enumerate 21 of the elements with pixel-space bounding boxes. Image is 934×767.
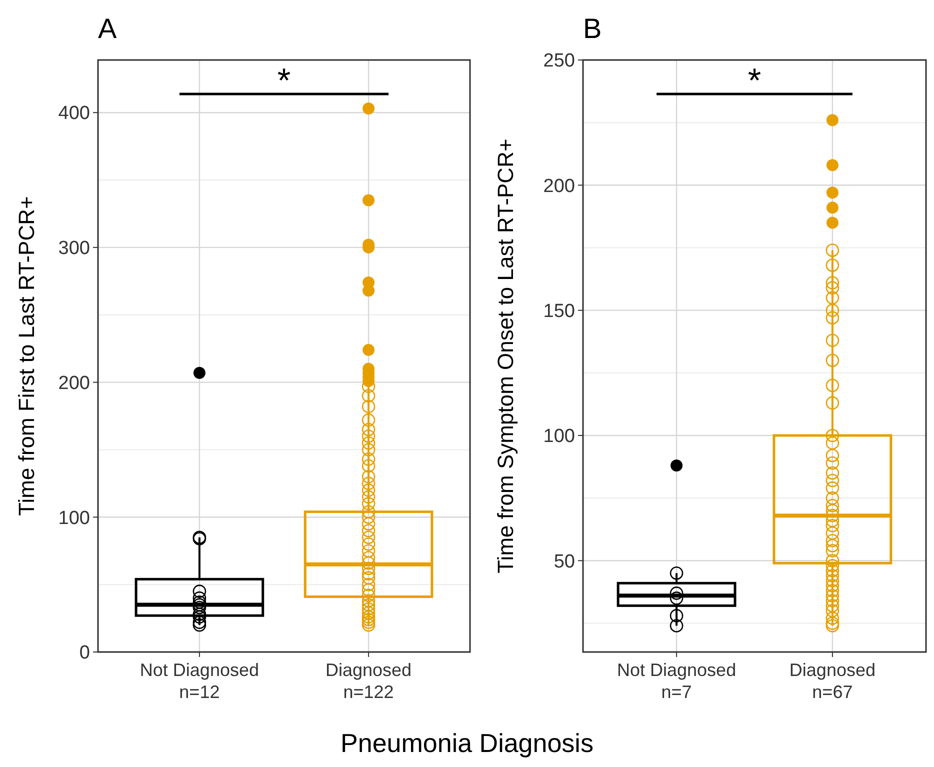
x-tick-label: Diagnosed n=67 bbox=[789, 660, 876, 702]
chart-title: B bbox=[583, 13, 602, 44]
x-axis-title: Pneumonia Diagnosis bbox=[340, 728, 594, 758]
y-tick-label: 100 bbox=[58, 508, 90, 529]
y-tick-label: 250 bbox=[543, 50, 575, 72]
y-tick-label: 200 bbox=[543, 176, 575, 197]
y-tick-label: 200 bbox=[58, 372, 90, 394]
x-tick-label: Not Diagnosed n=12 bbox=[140, 660, 259, 702]
annotation: * bbox=[277, 62, 291, 100]
y-tick-label: 150 bbox=[543, 300, 575, 322]
chart-title: A bbox=[98, 13, 117, 44]
y-tick-label: 400 bbox=[58, 103, 90, 124]
y-tick-label: 100 bbox=[543, 426, 575, 448]
y-axis-title: Time from Symptom Onset to Last RT-PCR+ bbox=[493, 138, 518, 574]
x-tick-label: Not Diagnosed n=7 bbox=[617, 660, 736, 702]
y-tick-label: 0 bbox=[79, 642, 90, 664]
annotation: * bbox=[748, 62, 762, 100]
y-tick-label: 300 bbox=[58, 238, 90, 260]
y-axis-title: Time from First to Last RT-PCR+ bbox=[14, 196, 39, 516]
y-tick-label: 50 bbox=[554, 551, 575, 572]
x-tick-label: Diagnosed n=122 bbox=[326, 660, 412, 702]
